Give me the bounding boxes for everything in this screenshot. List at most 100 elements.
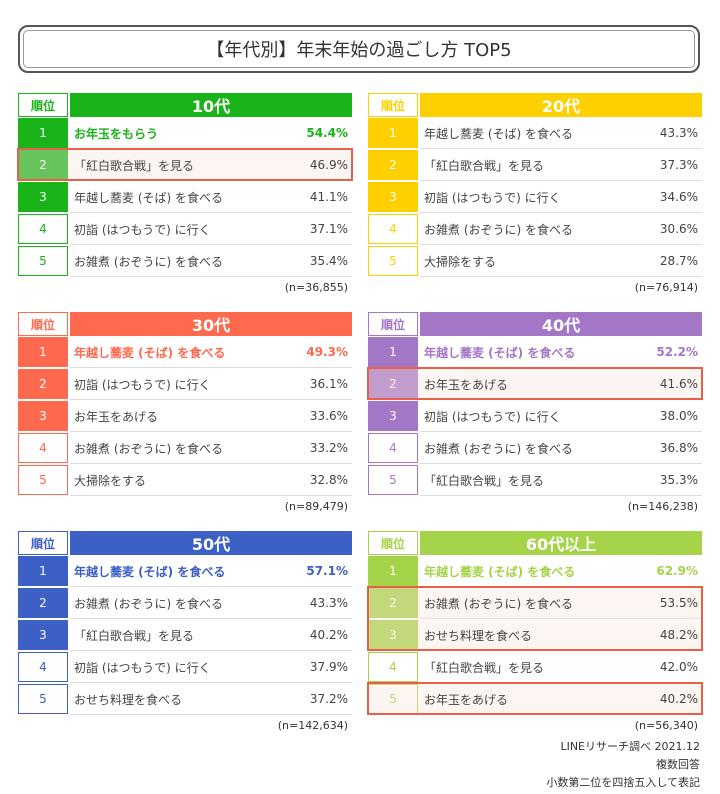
row-item: 年越し蕎麦 (そば) を食べる [74,564,226,579]
row-pct: 32.8% [309,473,348,487]
panel-header: 20代 [420,93,702,117]
row-pct: 37.3% [659,158,698,172]
rank-cell: 2 [368,369,418,399]
row-pct: 54.4% [306,126,348,140]
row-item: お年玉をあげる [424,377,509,392]
highlight-box [17,148,353,181]
row-line [70,618,352,619]
row-item: 「紅白歌合戦」を見る [424,473,545,488]
rank-cell: 1 [18,118,68,148]
row-highlight-bg [18,150,352,181]
rank-cell: 3 [18,401,68,431]
row-pct: 35.4% [309,254,348,268]
rank-cell: 1 [18,337,68,367]
row-line [70,463,352,464]
row-line [70,276,352,277]
title: 【年代別】年末年始の過ごし方 TOP5 [18,25,700,73]
row-pct: 33.6% [309,409,348,423]
rank-header: 順位 [368,93,418,117]
row-line [70,650,352,651]
row-item: お年玉をもらう [74,126,159,141]
row-item: お雑煮 (おぞうに) を食べる [424,222,573,237]
row-item: お年玉をあげる [424,692,509,707]
rank-cell: 3 [18,182,68,212]
row-line [420,180,702,181]
row-pct: 37.1% [309,222,348,236]
rank-cell: 5 [368,246,418,276]
rank-header: 順位 [18,312,68,336]
row-pct: 30.6% [659,222,698,236]
rank-header: 順位 [368,531,418,555]
row-pct: 37.2% [309,692,348,706]
row-line [420,148,702,149]
row-line [70,399,352,400]
row-item: 「紅白歌合戦」を見る [74,628,195,643]
sample-size: (n=89,479) [284,499,348,513]
highlight-box [367,367,703,400]
row-item: おせち料理を食べる [424,628,533,643]
rank-header: 順位 [18,93,68,117]
row-line [70,431,352,432]
row-item: お雑煮 (おぞうに) を食べる [424,596,573,611]
row-item: 年越し蕎麦 (そば) を食べる [424,564,576,579]
rank-cell: 2 [18,369,68,399]
row-pct: 48.2% [659,628,698,642]
rank-cell: 5 [18,684,68,714]
sample-size: (n=76,914) [634,280,698,294]
row-pct: 53.5% [659,596,698,610]
row-item: お年玉をあげる [74,409,159,424]
panel-header: 60代以上 [420,531,702,555]
row-item: 初詣 (はつもうで) に行く [74,377,211,392]
sample-size: (n=146,238) [627,499,698,513]
row-line [70,212,352,213]
panel-header: 40代 [420,312,702,336]
row-line [420,276,702,277]
row-line [70,586,352,587]
row-item: お雑煮 (おぞうに) を食べる [424,441,573,456]
row-item: 初詣 (はつもうで) に行く [74,222,211,237]
row-item: 「紅白歌合戦」を見る [74,158,195,173]
row-pct: 43.3% [309,596,348,610]
row-pct: 38.0% [659,409,698,423]
row-pct: 40.2% [659,692,698,706]
rank-cell: 4 [368,433,418,463]
sample-size: (n=56,340) [634,718,698,732]
row-item: 初詣 (はつもうで) に行く [424,409,561,424]
row-item: 年越し蕎麦 (そば) を食べる [424,345,576,360]
rank-cell: 2 [18,588,68,618]
rank-cell: 3 [368,182,418,212]
row-line [420,495,702,496]
rank-cell: 4 [18,652,68,682]
row-item: 大掃除をする [74,473,147,488]
row-item: 「紅白歌合戦」を見る [424,158,545,173]
row-pct: 36.8% [659,441,698,455]
row-item: おせち料理を食べる [74,692,183,707]
highlight-box [367,682,703,715]
row-highlight-bg [368,369,702,400]
footer-note: 小数第二位を四捨五入して表記 [546,776,700,789]
row-pct: 34.6% [659,190,698,204]
row-pct: 35.3% [659,473,698,487]
row-line [420,244,702,245]
panel-header: 10代 [70,93,352,117]
rank-header: 順位 [18,531,68,555]
row-line [70,244,352,245]
sample-size: (n=36,855) [284,280,348,294]
rank-cell: 4 [18,433,68,463]
row-pct: 37.9% [309,660,348,674]
rank-cell: 4 [368,214,418,244]
footer-note: LINEリサーチ調べ 2021.12 [560,740,700,753]
row-item: 年越し蕎麦 (そば) を食べる [424,126,573,141]
row-item: 年越し蕎麦 (そば) を食べる [74,190,223,205]
rank-header: 順位 [368,312,418,336]
rank-cell: 1 [368,118,418,148]
row-pct: 42.0% [659,660,698,674]
rank-cell: 3 [18,620,68,650]
rank-cell: 1 [368,556,418,586]
rank-cell: 5 [18,465,68,495]
row-item: お雑煮 (おぞうに) を食べる [74,596,223,611]
row-pct: 57.1% [306,564,348,578]
row-item: 年越し蕎麦 (そば) を食べる [74,345,226,360]
sample-size: (n=142,634) [277,718,348,732]
